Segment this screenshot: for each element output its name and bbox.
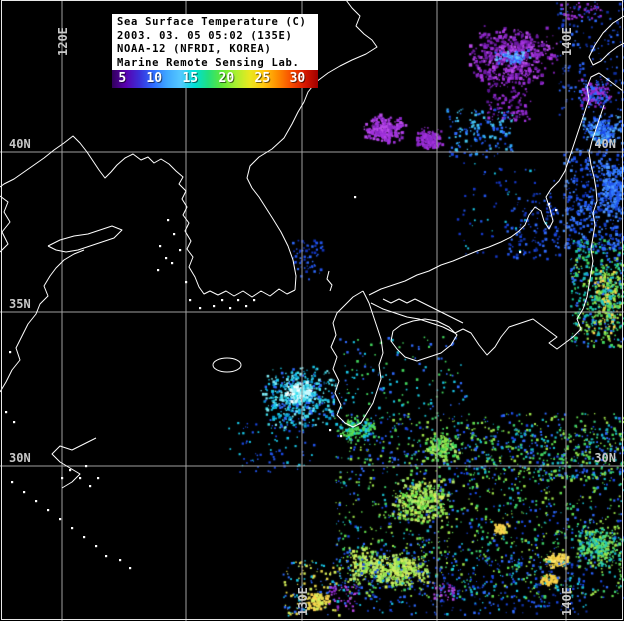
island-dot — [105, 555, 108, 558]
info-line-lab: Marine Remote Sensing Lab. — [117, 56, 300, 69]
island-dot — [23, 491, 26, 494]
jeju-island-outline — [212, 357, 242, 373]
colorbar-tick-10: 10 — [146, 71, 163, 86]
island-dot — [61, 477, 64, 480]
island-dot — [245, 305, 248, 308]
meridian-label-bottom-130E: 130E — [296, 587, 310, 616]
island-dot — [253, 299, 256, 302]
island-dot — [354, 196, 357, 199]
colorbar-tick-5: 5 — [118, 71, 127, 86]
coastline — [0, 135, 296, 298]
coastline — [0, 195, 11, 253]
island-dot — [229, 307, 232, 310]
island-dot — [47, 509, 50, 512]
info-line-satellite: NOAA-12 (NFRDI, KOREA) — [117, 43, 272, 55]
colorbar-tick-25: 25 — [254, 71, 271, 86]
island-dot — [79, 477, 82, 480]
island-dot — [519, 251, 522, 254]
meridian-label-top-140E: 140E — [560, 27, 574, 56]
island-dot — [185, 281, 188, 284]
island-dot — [69, 469, 72, 472]
island-dot — [173, 233, 176, 236]
info-box: Sea Surface Temperature (C) 2003. 03. 05… — [112, 14, 318, 70]
island-dot — [95, 545, 98, 548]
coastline — [326, 270, 333, 292]
island-dot — [129, 567, 132, 570]
island-dot — [179, 249, 182, 252]
island-dot — [159, 245, 162, 248]
island-dot — [89, 485, 92, 488]
island-dot — [167, 219, 170, 222]
coastline — [0, 249, 85, 393]
parallel-label-right-30N: 30N — [594, 451, 616, 465]
island-dot — [13, 421, 16, 424]
coastline — [382, 298, 464, 324]
coastline — [390, 318, 458, 362]
coastline — [330, 290, 384, 428]
island-dot — [83, 536, 86, 539]
island-dot — [555, 209, 558, 212]
meridian-label-top-120E: 120E — [56, 27, 70, 56]
colorbar-tick-30: 30 — [289, 71, 306, 86]
island-dot — [71, 527, 74, 530]
coastline — [368, 72, 624, 296]
island-dot — [85, 465, 88, 468]
parallel-label-left-40N: 40N — [9, 137, 31, 151]
island-dot — [97, 477, 100, 480]
coastline — [588, 15, 624, 66]
coastline — [246, 0, 378, 291]
island-dot — [329, 429, 332, 432]
parallel-label-right-40N: 40N — [594, 137, 616, 151]
island-dot — [199, 307, 202, 310]
island-dot — [221, 299, 224, 302]
coastline — [51, 437, 97, 489]
island-dot — [213, 305, 216, 308]
info-line-title: Sea Surface Temperature (C) — [117, 16, 307, 28]
island-dot — [9, 351, 12, 354]
info-line-datetime: 2003. 03. 05 05:02 (135E) — [117, 29, 293, 42]
island-dot — [189, 299, 192, 302]
island-dot — [548, 203, 551, 206]
island-dot — [157, 269, 160, 272]
island-dot — [11, 481, 14, 484]
island-dot — [119, 559, 122, 562]
island-dot — [340, 435, 343, 438]
coastline — [370, 104, 605, 356]
island-dot — [237, 299, 240, 302]
meridian-label-bottom-140E: 140E — [560, 587, 574, 616]
parallel-label-left-30N: 30N — [9, 451, 31, 465]
island-dot — [5, 411, 8, 414]
temperature-colorbar: 5 10 15 20 25 30 — [112, 70, 318, 88]
island-dot — [165, 257, 168, 260]
island-dot — [35, 500, 38, 503]
colorbar-tick-15: 15 — [182, 71, 199, 86]
coastline — [47, 225, 123, 253]
parallel-label-left-35N: 35N — [9, 297, 31, 311]
colorbar-tick-20: 20 — [218, 71, 235, 86]
island-dot — [171, 262, 174, 265]
island-dot — [59, 518, 62, 521]
